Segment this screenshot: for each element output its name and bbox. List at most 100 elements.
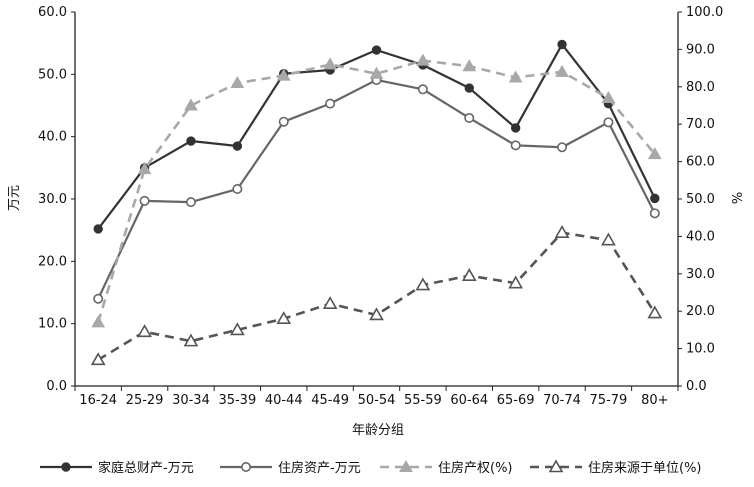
series-line xyxy=(97,78,656,300)
data-point xyxy=(510,140,521,151)
data-point xyxy=(601,91,616,104)
data-point xyxy=(555,64,569,77)
left-tick-label: 30.0 xyxy=(38,192,67,207)
data-point xyxy=(137,162,152,175)
left-tick-label: 0.0 xyxy=(46,379,67,394)
data-point xyxy=(554,225,570,238)
data-point xyxy=(603,117,614,128)
data-point xyxy=(508,275,524,289)
x-tick-label: 60-64 xyxy=(450,393,488,408)
left-tick-label: 60.0 xyxy=(38,5,67,20)
data-point xyxy=(416,53,430,66)
x-tick-label: 55-59 xyxy=(404,393,442,408)
data-point xyxy=(137,324,152,338)
data-point xyxy=(184,98,198,111)
data-point xyxy=(601,232,616,246)
series-layer xyxy=(90,39,663,366)
x-tick-label: 50-54 xyxy=(358,393,396,408)
data-point xyxy=(93,293,104,304)
data-point xyxy=(278,116,289,127)
data-point xyxy=(276,311,292,324)
left-tick-label: 50.0 xyxy=(38,67,67,82)
right-tick-label: 70.0 xyxy=(686,117,715,132)
data-point xyxy=(229,322,245,336)
data-point xyxy=(508,70,523,83)
data-point xyxy=(322,296,338,310)
data-point xyxy=(464,112,475,123)
data-point xyxy=(183,333,199,347)
series-2 xyxy=(93,74,660,304)
data-point xyxy=(276,68,291,81)
series-1 xyxy=(93,39,660,234)
left-axis-title: 万元 xyxy=(7,185,22,211)
data-point xyxy=(369,307,384,321)
right-tick-label: 30.0 xyxy=(686,267,715,282)
right-tick-label: 80.0 xyxy=(686,80,715,95)
series-line xyxy=(96,59,656,323)
data-point xyxy=(557,39,567,50)
left-tick-label: 20.0 xyxy=(38,254,67,269)
legend-item-4: 住房来源于单位(%) xyxy=(530,459,702,476)
data-point xyxy=(415,277,431,291)
data-point xyxy=(90,352,106,366)
x-tick-label: 65-69 xyxy=(497,393,535,408)
data-point xyxy=(139,195,150,206)
series-4 xyxy=(90,225,663,366)
data-point xyxy=(232,141,243,151)
data-point xyxy=(185,197,196,208)
series-3 xyxy=(91,53,662,328)
data-point xyxy=(93,224,103,234)
right-tick-label: 90.0 xyxy=(686,42,715,57)
legend-marker xyxy=(61,462,71,472)
data-point xyxy=(369,66,384,79)
x-axis-title: 年龄分组 xyxy=(352,423,404,438)
right-tick-label: 60.0 xyxy=(686,155,715,170)
data-point xyxy=(461,268,477,281)
x-tick-label: 45-49 xyxy=(311,393,349,408)
x-tick-label: 30-34 xyxy=(172,393,210,408)
right-tick-label: 40.0 xyxy=(686,229,715,244)
legend: 家庭总财产-万元 住房资产-万元 住房产权(%) 住房来源于单位(%) xyxy=(40,459,702,476)
data-point xyxy=(462,59,477,72)
data-point xyxy=(325,98,336,109)
legend-item-3: 住房产权(%) xyxy=(380,459,513,476)
x-tick-label: 35-39 xyxy=(218,393,256,408)
legend-label: 住房来源于单位(%) xyxy=(588,460,702,476)
data-point xyxy=(186,136,196,146)
data-point xyxy=(417,84,428,95)
right-tick-label: 10.0 xyxy=(686,342,715,357)
x-tick-label: 80+ xyxy=(641,393,668,408)
legend-marker xyxy=(399,459,413,472)
x-tick-label: 40-44 xyxy=(265,393,303,408)
data-point xyxy=(647,147,662,160)
left-tick-label: 40.0 xyxy=(38,130,67,145)
right-tick-label: 0.0 xyxy=(686,379,707,394)
legend-label: 住房产权(%) xyxy=(438,460,513,476)
data-point xyxy=(371,45,382,55)
data-point xyxy=(647,305,663,319)
left-tick-label: 10.0 xyxy=(38,317,67,332)
x-tick-label: 70-74 xyxy=(543,393,581,408)
data-point xyxy=(323,57,337,70)
legend-marker xyxy=(241,461,252,472)
legend-marker xyxy=(548,459,564,473)
data-point xyxy=(650,193,660,204)
legend-label: 家庭总财产-万元 xyxy=(98,460,194,476)
right-tick-label: 50.0 xyxy=(686,192,715,207)
right-tick-label: 20.0 xyxy=(686,304,715,319)
legend-item-2: 住房资产-万元 xyxy=(220,460,361,476)
data-point xyxy=(649,208,660,219)
axes-layer xyxy=(71,11,682,391)
data-point xyxy=(510,123,521,133)
data-point xyxy=(464,83,474,93)
legend-label: 住房资产-万元 xyxy=(278,460,361,476)
x-tick-label: 16-24 xyxy=(79,393,117,408)
data-point xyxy=(91,315,106,328)
right-axis-title: % xyxy=(731,192,746,204)
series-line xyxy=(97,231,656,361)
right-tick-label: 100.0 xyxy=(686,5,723,20)
data-point xyxy=(230,76,245,89)
data-point xyxy=(557,142,568,153)
x-tick-label: 75-79 xyxy=(590,393,628,408)
tick-layer: 0.0 10.0 20.0 30.0 40.0 50.0 60.0 0.0 10.0 20.0 30… xyxy=(38,5,723,408)
